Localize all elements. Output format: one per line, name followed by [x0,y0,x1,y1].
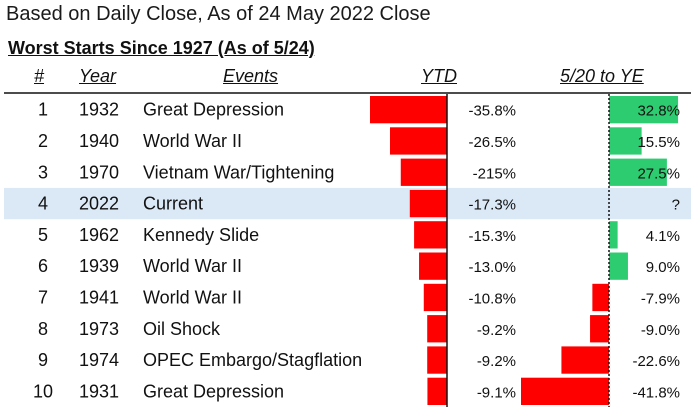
row-year-4: 2022 [79,194,119,214]
row-rest-label-5: 4.1% [646,228,680,245]
row-event-5: Kennedy Slide [143,225,259,245]
row-ytd-label-9: -9.2% [477,353,516,370]
row-year-8: 1973 [79,319,119,339]
highlight-row [4,187,691,220]
row-event-8: Oil Shock [143,319,221,339]
row-rest-label-7: -7.9% [641,290,680,307]
row-event-2: World War II [143,131,242,151]
row-rest-label-3: 27.5% [637,165,680,182]
row-event-10: Great Depression [143,381,284,401]
rest-bar-10 [521,377,609,405]
ytd-bar-3 [400,158,447,186]
row-year-2: 1940 [79,131,119,151]
row-ytd-label-6: -13.0% [468,259,516,276]
row-num-7: 7 [38,287,48,307]
row-year-5: 1962 [79,225,119,245]
ytd-bar-10 [427,377,447,405]
row-ytd-label-4: -17.3% [468,197,516,214]
ytd-bar-9 [427,346,447,374]
row-rest-label-1: 32.8% [637,103,680,120]
row-year-10: 1931 [79,381,119,401]
row-num-9: 9 [38,350,48,370]
subtitle: Based on Daily Close, As of 24 May 2022 … [6,3,431,25]
row-ytd-label-5: -15.3% [468,228,516,245]
rest-bar-3 [609,158,667,186]
row-year-1: 1932 [79,100,119,120]
row-event-6: World War II [143,256,242,276]
row-ytd-label-10: -9.1% [477,384,516,401]
row-rest-label-4: ? [672,197,680,214]
row-ytd-label-7: -10.8% [468,290,516,307]
row-year-3: 1970 [79,162,119,182]
header-events: Events [223,66,279,86]
rest-bar-5 [609,221,618,249]
ytd-bar-5 [414,221,447,249]
ytd-bar-2 [390,127,447,155]
row-num-1: 1 [38,100,48,120]
row-num-6: 6 [38,256,48,276]
ytd-bar-8 [427,315,447,343]
row-num-10: 10 [33,381,53,401]
rest-bar-7 [592,283,609,312]
row-rest-label-2: 15.5% [637,134,680,151]
row-num-4: 4 [38,194,48,214]
row-ytd-label-1: -35.8% [468,103,516,120]
rest-bar-2 [609,127,642,155]
ytd-bar-6 [419,252,447,280]
row-ytd-label-3: -215% [473,165,516,182]
rest-bar-1 [609,96,679,124]
row-rest-label-8: -9.0% [641,322,680,339]
ytd-bar-1 [370,96,447,124]
row-rest-label-9: -22.6% [632,353,680,370]
row-event-4: Current [143,194,203,214]
rest-bar-6 [609,252,628,280]
row-year-6: 1939 [79,256,119,276]
rest-bar-8 [590,315,609,343]
ytd-bar-4 [409,189,447,218]
header-ytd: YTD [421,66,457,86]
row-event-9: OPEC Embargo/Stagflation [143,350,362,370]
row-event-7: World War II [143,287,242,307]
header-year: Year [79,66,117,86]
row-num-2: 2 [38,131,48,151]
table-title: Worst Starts Since 1927 (As of 5/24) [8,38,315,58]
row-event-3: Vietnam War/Tightening [143,162,334,182]
row-rest-label-10: -41.8% [632,384,680,401]
header-rest: 5/20 to YE [560,66,644,86]
row-event-1: Great Depression [143,100,284,120]
row-num-3: 3 [38,162,48,182]
row-ytd-label-8: -9.2% [477,322,516,339]
row-num-5: 5 [38,225,48,245]
row-year-9: 1974 [79,350,119,370]
ytd-bar-7 [423,283,447,312]
rest-bar-9 [561,346,609,374]
row-year-7: 1941 [79,287,119,307]
row-ytd-label-2: -26.5% [468,134,516,151]
header-num: # [34,66,45,86]
row-num-8: 8 [38,319,48,339]
row-rest-label-6: 9.0% [646,259,680,276]
